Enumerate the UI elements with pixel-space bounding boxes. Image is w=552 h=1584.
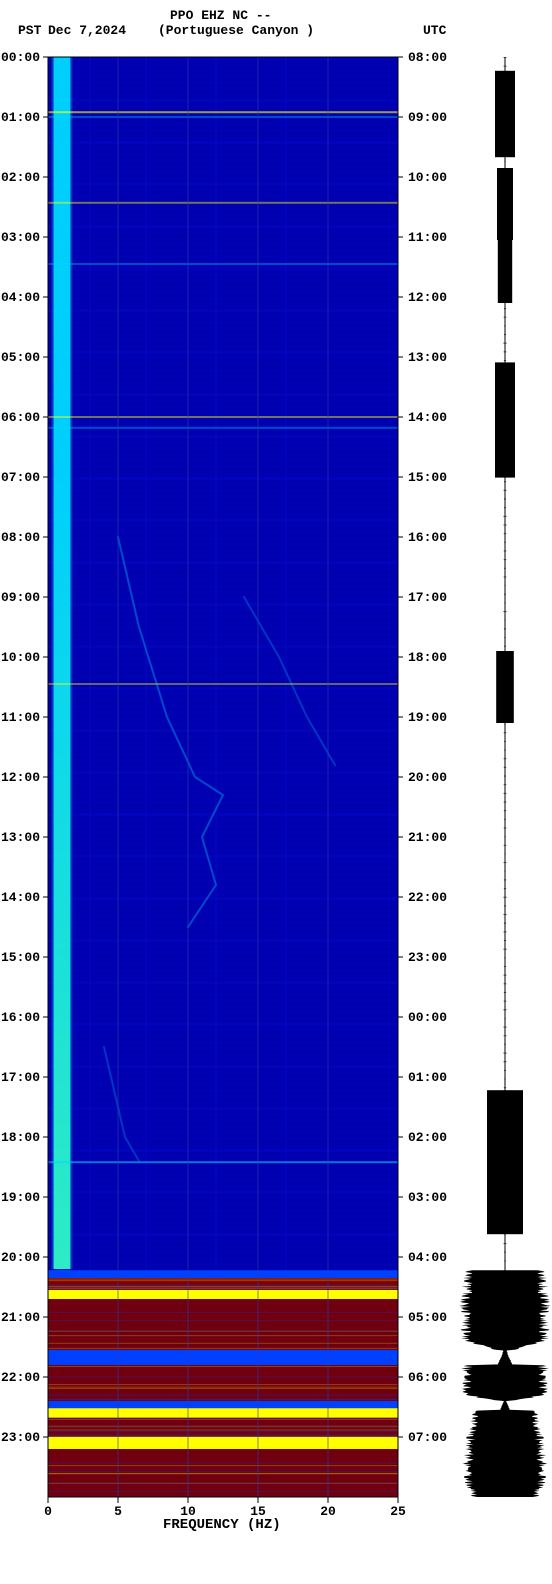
svg-text:09:00: 09:00 — [408, 110, 447, 125]
svg-text:19:00: 19:00 — [408, 710, 447, 725]
spectrogram-page: PST Dec 7,2024 PPO EHZ NC -- (Portuguese… — [0, 0, 552, 1584]
svg-text:05:00: 05:00 — [408, 1310, 447, 1325]
svg-text:03:00: 03:00 — [408, 1190, 447, 1205]
svg-text:00:00: 00:00 — [1, 50, 40, 65]
svg-text:16:00: 16:00 — [408, 530, 447, 545]
svg-text:11:00: 11:00 — [1, 710, 40, 725]
x-axis-title: FREQUENCY (HZ) — [163, 1517, 281, 1533]
svg-text:13:00: 13:00 — [408, 350, 447, 365]
svg-text:02:00: 02:00 — [1, 170, 40, 185]
svg-text:12:00: 12:00 — [1, 770, 40, 785]
svg-text:05:00: 05:00 — [1, 350, 40, 365]
svg-text:15:00: 15:00 — [1, 950, 40, 965]
svg-text:10:00: 10:00 — [1, 650, 40, 665]
svg-text:22:00: 22:00 — [408, 890, 447, 905]
svg-text:19:00: 19:00 — [1, 1190, 40, 1205]
svg-text:01:00: 01:00 — [1, 110, 40, 125]
svg-text:13:00: 13:00 — [1, 830, 40, 845]
svg-text:16:00: 16:00 — [1, 1010, 40, 1025]
svg-text:20: 20 — [320, 1504, 336, 1519]
svg-text:21:00: 21:00 — [1, 1310, 40, 1325]
svg-text:23:00: 23:00 — [1, 1430, 40, 1445]
svg-text:00:00: 00:00 — [408, 1010, 447, 1025]
svg-text:14:00: 14:00 — [1, 890, 40, 905]
svg-text:04:00: 04:00 — [408, 1250, 447, 1265]
svg-text:06:00: 06:00 — [1, 410, 40, 425]
svg-text:06:00: 06:00 — [408, 1370, 447, 1385]
svg-text:20:00: 20:00 — [408, 770, 447, 785]
svg-text:08:00: 08:00 — [408, 50, 447, 65]
svg-text:07:00: 07:00 — [1, 470, 40, 485]
svg-text:03:00: 03:00 — [1, 230, 40, 245]
svg-text:09:00: 09:00 — [1, 590, 40, 605]
svg-text:01:00: 01:00 — [408, 1070, 447, 1085]
svg-text:17:00: 17:00 — [408, 590, 447, 605]
svg-text:18:00: 18:00 — [1, 1130, 40, 1145]
svg-text:15:00: 15:00 — [408, 470, 447, 485]
svg-text:0: 0 — [44, 1504, 52, 1519]
svg-text:07:00: 07:00 — [408, 1430, 447, 1445]
spectrogram-chart: 00:00 01:00 02:00 03:00 04:00 05:00 06:00 07:00… — [0, 0, 552, 1584]
svg-text:02:00: 02:00 — [408, 1130, 447, 1145]
svg-text:17:00: 17:00 — [1, 1070, 40, 1085]
svg-text:23:00: 23:00 — [408, 950, 447, 965]
svg-text:5: 5 — [114, 1504, 122, 1519]
svg-text:12:00: 12:00 — [408, 290, 447, 305]
svg-text:21:00: 21:00 — [408, 830, 447, 845]
svg-text:11:00: 11:00 — [408, 230, 447, 245]
svg-text:22:00: 22:00 — [1, 1370, 40, 1385]
svg-text:10:00: 10:00 — [408, 170, 447, 185]
svg-text:14:00: 14:00 — [408, 410, 447, 425]
svg-text:25: 25 — [390, 1504, 406, 1519]
svg-text:18:00: 18:00 — [408, 650, 447, 665]
svg-text:08:00: 08:00 — [1, 530, 40, 545]
svg-text:04:00: 04:00 — [1, 290, 40, 305]
svg-text:20:00: 20:00 — [1, 1250, 40, 1265]
